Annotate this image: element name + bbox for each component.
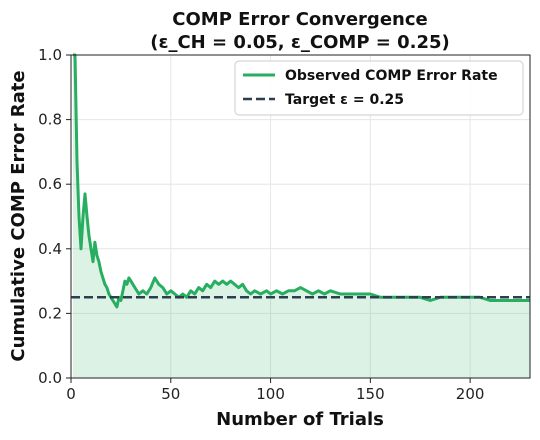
x-tick-label: 0 [66, 385, 76, 403]
y-axis-label: Cumulative COMP Error Rate [8, 70, 29, 361]
x-tick-label: 50 [161, 385, 180, 403]
series-line-observed [73, 53, 530, 309]
chart-title-line1: COMP Error Convergence [172, 9, 427, 30]
x-tick-label: 150 [356, 385, 385, 403]
y-tick-label: 0.0 [38, 369, 62, 387]
x-axis-label: Number of Trials [216, 409, 384, 430]
legend-label-target: Target ε = 0.25 [285, 92, 404, 108]
x-tick-label: 100 [256, 385, 285, 403]
legend-label-observed: Observed COMP Error Rate [285, 68, 498, 84]
legend-box [234, 60, 524, 116]
legend: Observed COMP Error Rate Target ε = 0.25 [234, 60, 524, 116]
y-tick-label: 0.6 [38, 175, 62, 193]
y-tick-label: 0.2 [38, 304, 62, 322]
chart-title-line2: (ε_CH = 0.05, ε_COMP = 0.25) [150, 32, 450, 53]
x-tick-label: 200 [456, 385, 485, 403]
axis-ticks: 0 50 100 150 200 0.0 0.2 0.4 0.6 0.8 1.0 [38, 46, 484, 403]
y-tick-label: 1.0 [38, 46, 62, 64]
y-tick-label: 0.8 [38, 111, 62, 129]
plot-frame [70, 54, 531, 379]
y-tick-label: 0.4 [38, 240, 62, 258]
